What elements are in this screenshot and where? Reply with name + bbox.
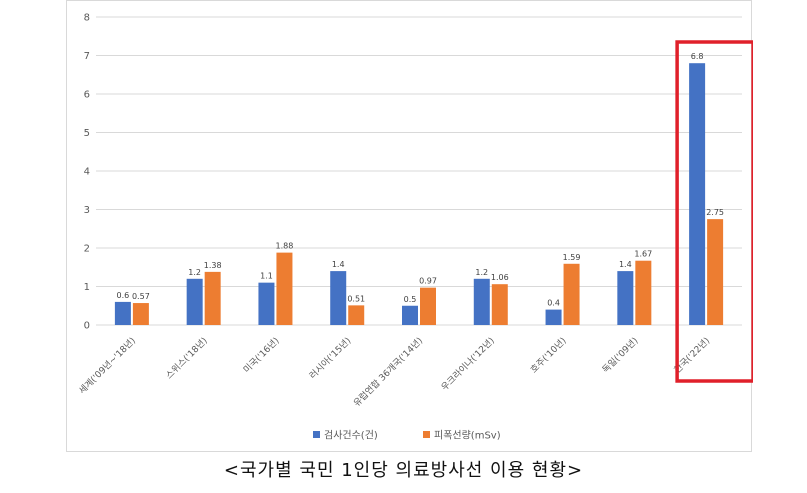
data-label-series-2: 0.51 xyxy=(347,294,365,303)
data-label-series-2: 1.59 xyxy=(563,253,581,262)
data-label-series-2: 0.57 xyxy=(132,292,150,301)
bar-series-2 xyxy=(204,271,221,325)
gridlines xyxy=(96,16,742,326)
data-label-series-2: 1.88 xyxy=(276,242,294,251)
legend-label-series-1: 검사건수(건) xyxy=(324,430,378,442)
data-label-series-1: 1.4 xyxy=(332,260,345,269)
legend-label-series-2: 피폭선량(mSv) xyxy=(434,430,501,442)
legend-swatch-series-1 xyxy=(313,431,320,438)
data-label-series-1: 0.6 xyxy=(117,291,130,300)
bar-series-2 xyxy=(420,287,436,325)
bar-series-1 xyxy=(330,271,347,325)
bar-series-1 xyxy=(402,305,418,325)
x-axis-category-label: 세계('09년~'18년) xyxy=(76,335,138,397)
bar-series-1 xyxy=(186,278,203,325)
data-label-series-1: 1.2 xyxy=(475,268,488,277)
x-axis-category-label: 미국('16년) xyxy=(241,335,281,375)
x-axis-category-label: 우크라이나('12년) xyxy=(439,335,497,393)
y-tick-label: 7 xyxy=(84,51,90,62)
data-labels: 0.6 0.571.21.381.11.881.40.51 0.50.971.21.… xyxy=(117,52,724,307)
bar-series-1 xyxy=(473,278,490,325)
y-tick-label: 5 xyxy=(84,128,90,139)
y-tick-label: 1 xyxy=(84,282,90,293)
data-label-series-2: 1.06 xyxy=(491,273,509,282)
bar-series-2 xyxy=(276,252,293,325)
bar-series-2 xyxy=(491,284,508,325)
x-axis-category-label: 유럽연합 36개국('14년) xyxy=(351,335,425,409)
x-axis-category-label: 스위스('18년) xyxy=(164,335,210,381)
data-label-series-1: 1.4 xyxy=(619,260,632,269)
data-label-series-1: 0.5 xyxy=(404,295,417,304)
y-tick-label: 0 xyxy=(84,321,90,332)
bar-series-1 xyxy=(689,63,706,325)
bar-series-1 xyxy=(545,309,562,325)
bar-series-1 xyxy=(114,301,131,325)
chart-caption: <국가별 국민 1인당 의료방사선 이용 현황> xyxy=(223,460,584,481)
data-label-series-1: 0.4 xyxy=(547,299,560,308)
bar-series-1 xyxy=(617,271,634,325)
data-label-series-2: 1.38 xyxy=(204,261,222,270)
legend-swatch-series-2 xyxy=(423,431,430,438)
bar-series-2 xyxy=(348,305,365,325)
y-tick-label: 4 xyxy=(84,167,90,178)
data-label-series-1: 1.1 xyxy=(260,272,273,281)
data-label-series-1: 1.2 xyxy=(188,268,201,277)
bar-series-2 xyxy=(635,260,652,325)
y-tick-label: 8 xyxy=(84,13,90,24)
x-axis-category-label: 호주('10년) xyxy=(529,335,569,375)
data-label-series-2: 2.75 xyxy=(706,208,724,217)
y-tick-label: 2 xyxy=(84,244,90,255)
x-axis-labels: 세계('09년~'18년) 스위스('18년) 미국('16년) 러시아('15년)유… xyxy=(76,335,712,409)
bar-series-2 xyxy=(563,263,580,325)
y-axis-ticks: 0 1 2 3 4 5 6 7 8 xyxy=(84,13,90,332)
data-label-series-2: 0.97 xyxy=(419,277,437,286)
bar-series-2 xyxy=(132,303,149,325)
legend: 검사건수(건) 피폭선량(mSv) xyxy=(313,430,501,442)
y-tick-label: 3 xyxy=(84,205,90,216)
highlight-box xyxy=(675,40,753,383)
bars xyxy=(114,63,724,325)
x-axis-category-label: 독일('09년) xyxy=(600,335,640,375)
y-tick-label: 6 xyxy=(84,90,90,101)
bar-series-2 xyxy=(707,219,724,325)
x-axis-category-label: 러시아('15년) xyxy=(307,335,353,381)
data-label-series-2: 1.67 xyxy=(634,250,652,259)
data-label-series-1: 6.8 xyxy=(691,52,704,61)
bar-series-1 xyxy=(258,282,275,325)
